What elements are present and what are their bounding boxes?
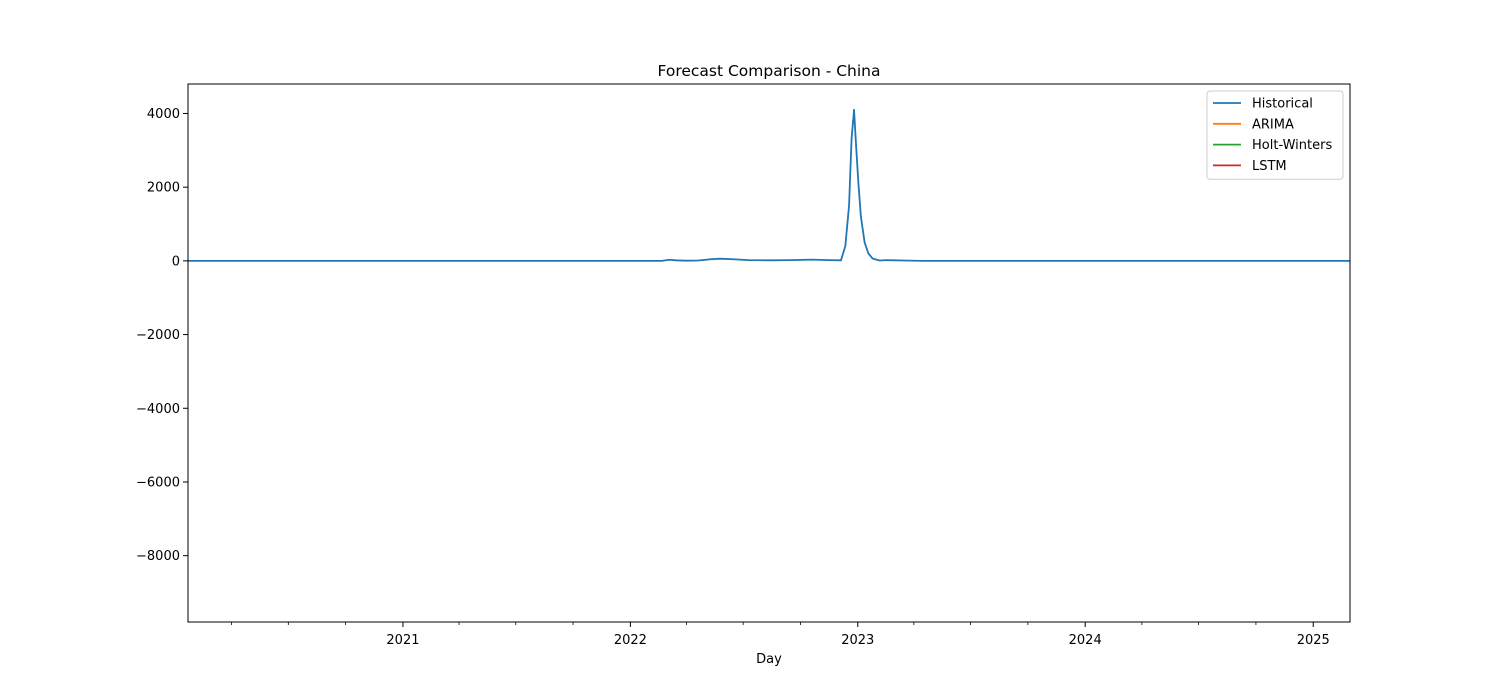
y-tick-label: −4000: [136, 402, 180, 417]
y-tick-label: 4000: [147, 107, 180, 122]
legend: Historical ARIMA Holt-Winters LSTM: [1206, 90, 1344, 180]
series-layer: [188, 108, 1350, 262]
legend-label-historical: Historical: [1252, 97, 1313, 112]
plot-frame: [187, 83, 1351, 623]
x-tick-label: 2022: [614, 633, 647, 648]
series-line-historical: [188, 108, 1350, 262]
y-tick-label: −2000: [136, 328, 180, 343]
legend-box: [1206, 90, 1344, 180]
legend-label-lstm: LSTM: [1252, 159, 1287, 174]
x-tick-label: 2024: [1069, 633, 1102, 648]
y-tick-label: −6000: [136, 475, 180, 490]
y-tick-label: 2000: [147, 181, 180, 196]
x-tick-label: 2025: [1297, 633, 1330, 648]
axes-layer: 2021 2022 2023 2024 2025 4000 2000 0 −2000 −4000 −…: [136, 107, 1330, 648]
legend-label-holt-winters: Holt-Winters: [1252, 138, 1332, 153]
x-tick-label: 2023: [841, 633, 874, 648]
chart-title: Forecast Comparison - China: [657, 62, 880, 80]
y-tick-label: −8000: [136, 549, 180, 564]
y-tick-label: 0: [172, 254, 180, 269]
x-tick-label: 2021: [386, 633, 419, 648]
x-axis-label: Day: [756, 652, 782, 667]
legend-label-arima: ARIMA: [1252, 117, 1294, 132]
